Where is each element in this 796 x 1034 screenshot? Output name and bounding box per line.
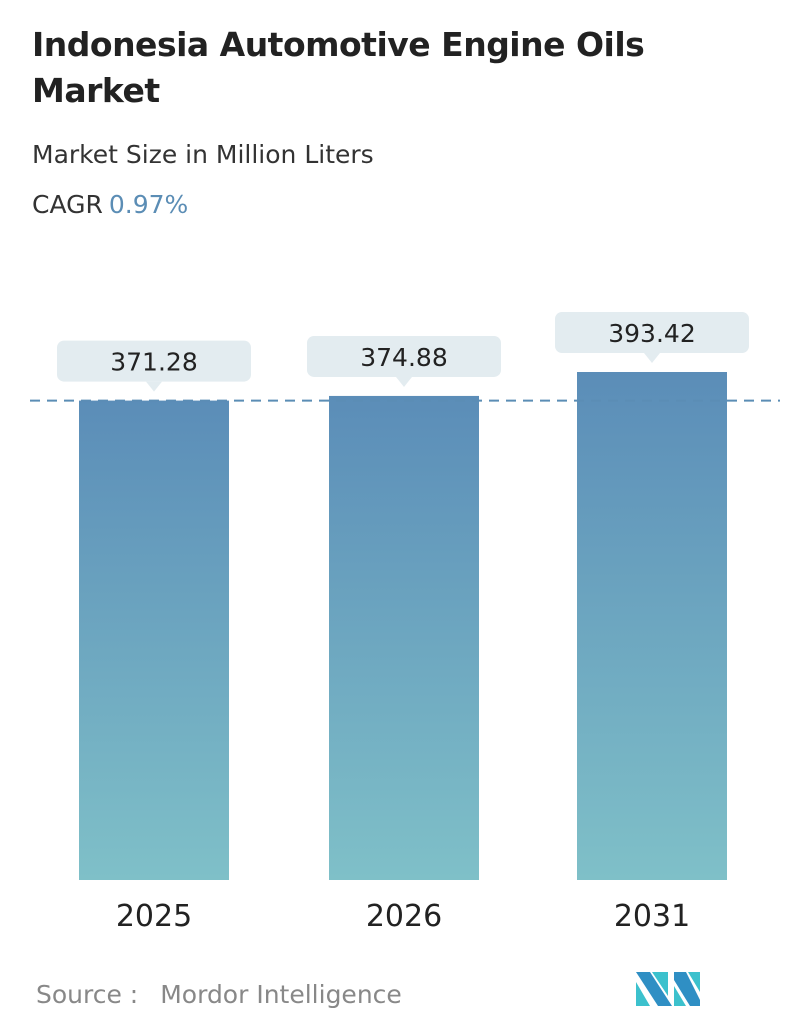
data-label-box bbox=[307, 335, 501, 377]
chart-title: Indonesia Automotive Engine Oils Market bbox=[32, 25, 645, 110]
data-label-box bbox=[555, 312, 749, 353]
bar-2025 bbox=[79, 400, 229, 880]
cagr-label: CAGR bbox=[32, 190, 103, 219]
x-tick-label: 2031 bbox=[614, 899, 690, 934]
x-tick-label: 2026 bbox=[366, 899, 442, 934]
data-label-pointer bbox=[396, 376, 412, 387]
source-label: Source : bbox=[36, 980, 139, 1009]
data-label-pointer bbox=[146, 381, 162, 392]
data-label: 371.28 bbox=[110, 348, 197, 377]
data-label-box bbox=[57, 340, 251, 382]
x-tick-label: 2025 bbox=[116, 899, 192, 934]
bar-2026 bbox=[329, 395, 479, 880]
cagr-value: 0.97% bbox=[108, 190, 189, 219]
source-value: Mordor Intelligence bbox=[160, 980, 402, 1009]
chart-subtitle: Market Size in Million Liters bbox=[32, 140, 374, 169]
data-label: 393.42 bbox=[608, 319, 695, 348]
bar-chart: 371.28 2025 374.88 2026 393.42 2031 bbox=[30, 312, 780, 934]
mordor-logo-icon bbox=[636, 972, 700, 1006]
source: Source : Mordor Intelligence bbox=[36, 980, 402, 1009]
data-label-pointer bbox=[644, 353, 660, 363]
cagr: CAGR 0.97% bbox=[32, 190, 188, 219]
data-label: 374.88 bbox=[360, 343, 447, 372]
bar-2031 bbox=[577, 372, 727, 880]
